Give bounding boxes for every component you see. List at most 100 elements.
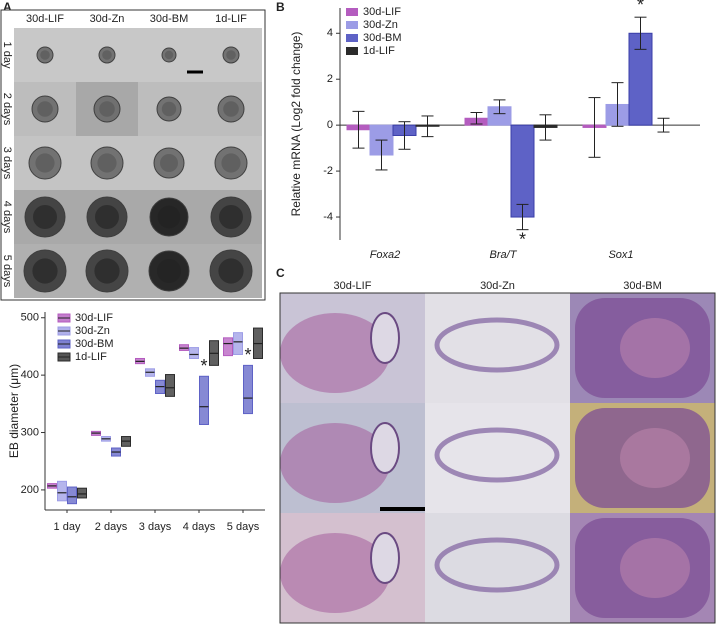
x-tick-label: 5 days (227, 521, 260, 533)
epithelium (434, 427, 560, 483)
embryoid-core (221, 153, 241, 173)
embryoid-core (102, 50, 112, 60)
box (165, 374, 175, 397)
histology-image (425, 293, 570, 403)
histology-image (425, 403, 570, 513)
legend-label: 30d-Zn (363, 19, 398, 31)
legend-label: 30d-LIF (363, 6, 401, 18)
y-tick-label: 2 (327, 73, 333, 85)
row-label: 3 days (1, 147, 13, 180)
embryoid-core (161, 101, 177, 117)
column-label: 30d-Zn (480, 280, 515, 292)
error-bar (493, 99, 506, 115)
significance-marker: * (200, 356, 207, 376)
significance-marker: * (519, 229, 526, 249)
y-tick-label: 0 (327, 119, 333, 131)
embryoid-core (40, 50, 50, 60)
column-label: 30d-Zn (90, 13, 125, 25)
epithelium (434, 317, 560, 373)
embryoid-core (157, 259, 181, 283)
epithelium (434, 537, 560, 593)
legend-label: 1d-LIF (363, 45, 395, 57)
legend-label: 30d-Zn (75, 325, 110, 337)
box (223, 337, 233, 357)
row-label: 5 days (1, 255, 13, 288)
x-tick-label: Foxa2 (370, 249, 401, 261)
error-bar (375, 139, 388, 171)
column-label: 30d-BM (150, 13, 189, 25)
x-tick-label: 2 days (95, 521, 128, 533)
panel-frame (279, 292, 716, 624)
embryoid-core (33, 205, 57, 229)
tissue-core (620, 318, 690, 378)
tissue-core (620, 538, 690, 598)
lumen (370, 312, 400, 364)
y-tick-label: 300 (21, 426, 39, 438)
embryoid-core (35, 153, 55, 173)
legend-label: 30d-BM (75, 338, 114, 350)
tissue (280, 313, 390, 393)
error-bar (470, 112, 483, 125)
column-label: 30d-BM (623, 280, 662, 292)
panel-label: C (276, 266, 285, 280)
y-tick-label: -2 (323, 165, 333, 177)
y-axis-label: Relative mRNA (Log2 fold change) (289, 32, 303, 217)
legend-swatch (346, 34, 358, 42)
x-tick-label: 3 days (139, 521, 172, 533)
histology-image (425, 513, 570, 623)
error-bar (611, 82, 624, 127)
embryoid-core (218, 258, 244, 284)
column-label: 30d-LIF (334, 280, 372, 292)
legend-label: 30d-BM (363, 32, 402, 44)
column-label: 1d-LIF (215, 13, 247, 25)
error-bar (539, 114, 552, 141)
error-bar (398, 121, 411, 150)
embryoid-core (157, 205, 181, 229)
embryoid-core (219, 205, 243, 229)
box (57, 480, 67, 502)
legend-swatch (346, 21, 358, 29)
embryoid-core (97, 153, 117, 173)
embryoid-core (226, 50, 236, 60)
box (233, 332, 243, 355)
y-tick-label: 4 (327, 27, 333, 39)
y-axis-label: EB diameter (μm) (7, 364, 21, 458)
legend-label: 30d-LIF (75, 312, 113, 324)
box (189, 347, 199, 359)
error-bar (352, 110, 365, 149)
embryoid-core (94, 258, 120, 284)
embryoid-core (32, 258, 58, 284)
embryoid-core (37, 101, 53, 117)
box (67, 486, 77, 505)
embryoid-core (95, 205, 119, 229)
significance-marker: * (637, 0, 644, 15)
row-label: 2 days (1, 93, 13, 126)
error-bar (657, 117, 670, 133)
lumen (370, 532, 400, 584)
error-bar (516, 203, 529, 231)
row-label: 4 days (1, 201, 13, 234)
significance-marker: * (244, 345, 251, 365)
x-tick-label: Sox1 (608, 249, 633, 261)
row-label: 1 day (1, 42, 13, 69)
x-tick-label: Bra/T (490, 249, 518, 261)
embryoid-core (160, 154, 178, 172)
panel-label: A (3, 0, 12, 14)
lumen (370, 422, 400, 474)
x-tick-label: 4 days (183, 521, 216, 533)
bar (510, 124, 535, 218)
embryoid-core (223, 101, 239, 117)
y-tick-label: 500 (21, 312, 39, 324)
error-bar (634, 16, 647, 50)
tissue-core (620, 428, 690, 488)
embryoid-core (99, 101, 115, 117)
y-tick-label: 400 (21, 369, 39, 381)
legend-swatch (346, 47, 358, 55)
y-tick-label: -4 (323, 211, 333, 223)
y-tick-label: 200 (21, 484, 39, 496)
tissue (280, 533, 390, 613)
panel-label: B (276, 0, 285, 14)
error-bar (421, 115, 434, 138)
legend-label: 1d-LIF (75, 351, 107, 363)
column-label: 30d-LIF (26, 13, 64, 25)
